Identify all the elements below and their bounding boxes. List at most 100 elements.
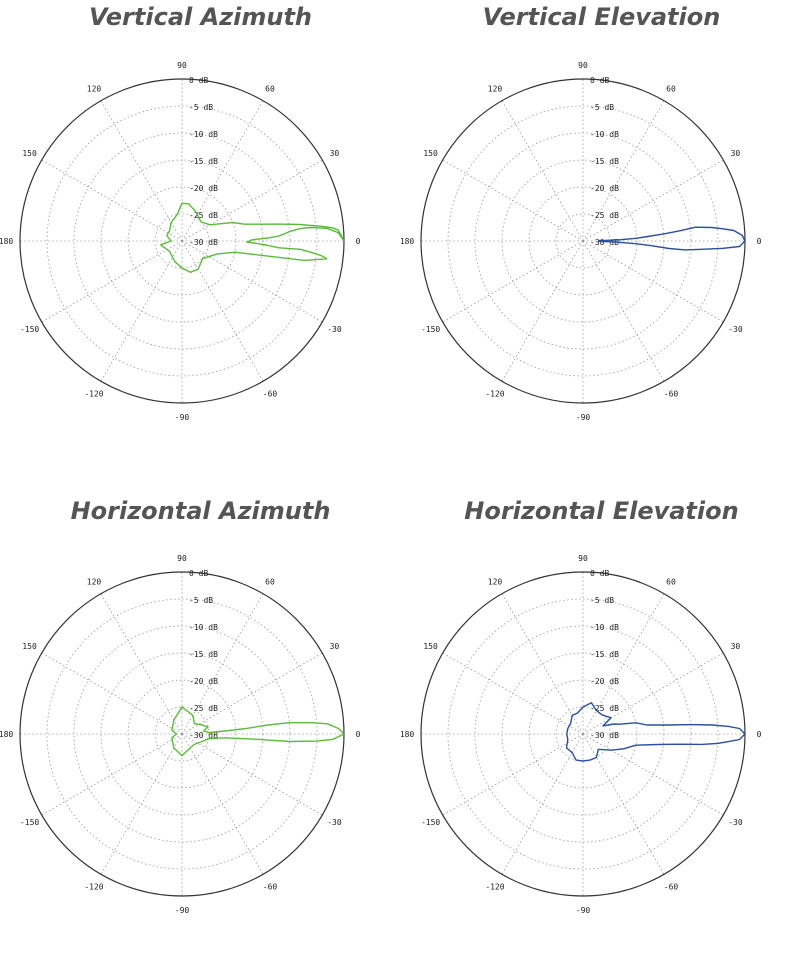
chart-title: Vertical Elevation bbox=[482, 3, 721, 31]
grid-spoke bbox=[582, 159, 724, 242]
angle-tick-label: -90 bbox=[576, 413, 591, 422]
chart-title: Horizontal Azimuth bbox=[70, 497, 331, 525]
radial-tick-label: -30 dB bbox=[590, 731, 619, 740]
polar-plot: 0 30 60 90 120 150 180 -150 -120 -90 -60 -30 0 dB -5 … bbox=[401, 554, 762, 915]
polar-plot: 0 30 60 90 120 150 180 -150 -120 -90 -60 -30 0 dB -5 … bbox=[0, 61, 361, 422]
grid-spoke bbox=[442, 240, 584, 323]
angle-tick-label: -60 bbox=[263, 389, 278, 398]
pattern-trace bbox=[565, 702, 746, 762]
grid-spoke bbox=[501, 733, 584, 875]
grid-spoke bbox=[501, 593, 584, 735]
angle-tick-label: -120 bbox=[485, 389, 504, 398]
pattern-trace bbox=[160, 202, 345, 273]
angle-tick-label: 180 bbox=[401, 237, 414, 246]
grid-spoke bbox=[41, 240, 183, 323]
radial-tick-label: -25 dB bbox=[189, 211, 218, 220]
polar-plot: 0 30 60 90 120 150 180 -150 -120 -90 -60 -30 0 dB -5 … bbox=[401, 61, 762, 422]
angle-tick-label: 90 bbox=[578, 61, 588, 70]
angle-tick-label: 180 bbox=[401, 730, 414, 739]
angle-tick-label: -60 bbox=[664, 882, 679, 891]
angle-tick-label: 0 bbox=[757, 730, 762, 739]
grid-spoke bbox=[442, 733, 584, 816]
angle-tick-label: 90 bbox=[177, 554, 187, 563]
grid-circle bbox=[127, 186, 237, 296]
angle-tick-label: 150 bbox=[423, 642, 438, 651]
chart-title: Horizontal Elevation bbox=[464, 497, 739, 525]
grid-spoke bbox=[582, 240, 724, 323]
radial-tick-label: -15 dB bbox=[590, 650, 619, 659]
angle-tick-label: -90 bbox=[175, 906, 190, 915]
angle-tick-label: -120 bbox=[84, 882, 103, 891]
angle-tick-label: 120 bbox=[488, 578, 503, 587]
angle-tick-label: 60 bbox=[666, 85, 676, 94]
grid-spoke bbox=[181, 159, 323, 242]
grid-circle bbox=[528, 186, 638, 296]
grid-spoke bbox=[442, 652, 584, 735]
angle-tick-label: 30 bbox=[731, 149, 741, 158]
grid-circle bbox=[555, 213, 611, 269]
grid-circle bbox=[447, 105, 719, 377]
angle-tick-label: 60 bbox=[666, 578, 676, 587]
angle-tick-label: 120 bbox=[87, 578, 102, 587]
grid-circle bbox=[528, 679, 638, 789]
pattern-trace bbox=[598, 226, 746, 251]
grid-spoke bbox=[41, 733, 183, 816]
radial-tick-label: -15 dB bbox=[189, 650, 218, 659]
grid-spoke bbox=[181, 240, 323, 323]
grid-spoke bbox=[41, 159, 183, 242]
chart-vertical-elevation: Vertical Elevation 0 30 60 90 120 150 180 -150 -… bbox=[401, 0, 802, 459]
radial-tick-label: 0 dB bbox=[189, 76, 208, 85]
grid-spoke bbox=[181, 733, 264, 875]
radial-tick-label: -10 dB bbox=[189, 130, 218, 139]
radial-tick-label: -30 dB bbox=[189, 731, 218, 740]
angle-tick-label: -120 bbox=[84, 389, 103, 398]
angle-tick-label: 30 bbox=[731, 642, 741, 651]
grid-spoke bbox=[100, 240, 183, 382]
radial-tick-label: -20 dB bbox=[590, 184, 619, 193]
grid-circle bbox=[154, 213, 210, 269]
angle-tick-label: -120 bbox=[485, 882, 504, 891]
angle-tick-label: 30 bbox=[330, 642, 340, 651]
grid-spoke bbox=[442, 159, 584, 242]
radial-tick-label: -20 dB bbox=[189, 677, 218, 686]
radial-tick-label: -5 dB bbox=[590, 596, 614, 605]
polar-plot: 0 30 60 90 120 150 180 -150 -120 -90 -60 -30 0 dB -5 … bbox=[0, 554, 361, 915]
angle-tick-label: 0 bbox=[757, 237, 762, 246]
angle-tick-label: -30 bbox=[327, 818, 342, 827]
angle-tick-label: 180 bbox=[0, 730, 13, 739]
grid-spoke bbox=[582, 100, 665, 242]
angle-tick-label: 30 bbox=[330, 149, 340, 158]
angle-tick-label: -150 bbox=[20, 325, 39, 334]
chart-horizontal-azimuth: Horizontal Azimuth 0 30 60 90 120 150 180 -150 -… bbox=[0, 494, 401, 953]
pattern-trace bbox=[171, 706, 345, 757]
chart-horizontal-elevation: Horizontal Elevation 0 30 60 90 120 150 180 -15… bbox=[401, 494, 802, 953]
grid-spoke bbox=[100, 100, 183, 242]
angle-tick-label: 150 bbox=[423, 149, 438, 158]
grid-spoke bbox=[100, 593, 183, 735]
grid-spoke bbox=[181, 240, 264, 382]
angle-tick-label: -30 bbox=[728, 818, 743, 827]
grid-circle bbox=[46, 598, 318, 870]
grid-spoke bbox=[181, 733, 323, 816]
radial-tick-label: 0 dB bbox=[189, 569, 208, 578]
chart-title: Vertical Azimuth bbox=[88, 3, 313, 31]
angle-tick-label: -150 bbox=[421, 818, 440, 827]
radial-tick-label: -10 dB bbox=[189, 623, 218, 632]
angle-tick-label: 0 bbox=[356, 730, 361, 739]
radial-tick-label: -15 dB bbox=[189, 157, 218, 166]
grid-spoke bbox=[582, 593, 665, 735]
grid-spoke bbox=[501, 240, 584, 382]
grid-circle bbox=[154, 706, 210, 762]
chart-vertical-azimuth: Vertical Azimuth 0 30 60 90 120 150 180 -150 -12… bbox=[0, 0, 401, 459]
grid-spoke bbox=[181, 652, 323, 735]
grid-spoke bbox=[582, 652, 724, 735]
grid-spoke bbox=[41, 652, 183, 735]
grid-spoke bbox=[582, 733, 665, 875]
grid-circle bbox=[555, 706, 611, 762]
angle-tick-label: 60 bbox=[265, 578, 275, 587]
radial-tick-label: -10 dB bbox=[590, 130, 619, 139]
grid-circle bbox=[46, 105, 318, 377]
radial-tick-label: -10 dB bbox=[590, 623, 619, 632]
angle-tick-label: 150 bbox=[22, 642, 37, 651]
angle-tick-label: -60 bbox=[263, 882, 278, 891]
